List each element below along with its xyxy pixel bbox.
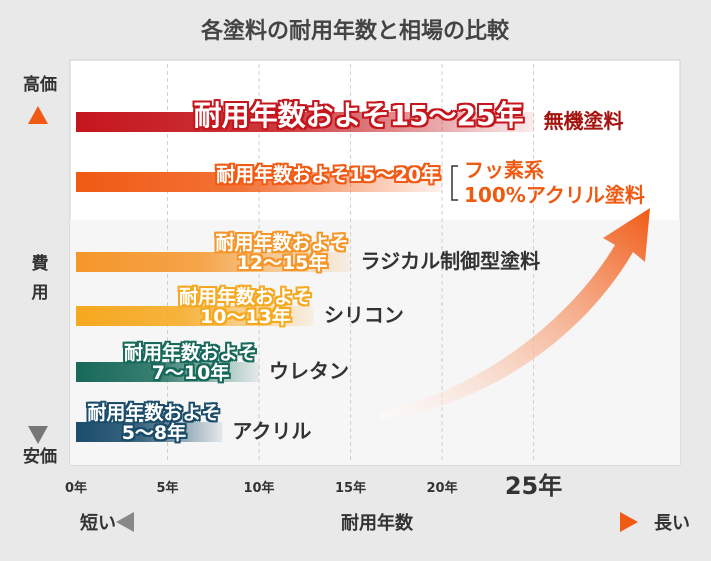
x-tick-label: 10年 (243, 480, 274, 496)
category-label: 無機塗料 (543, 109, 624, 133)
chart-title: 各塗料の耐用年数と相場の比較 (200, 18, 510, 44)
bar (76, 112, 534, 132)
bar (76, 306, 314, 326)
value-label: 耐用年数およそ 10〜13年 (178, 286, 312, 328)
trend-arrow (380, 208, 650, 420)
x-arrow-head (620, 512, 638, 532)
category-label: ウレタン (269, 359, 350, 383)
x-tick-label: 20年 (427, 480, 458, 496)
category-label: フッ素系 100%アクリル塗料 (464, 158, 645, 207)
value-label: 耐用年数およそ 5〜8年 (87, 402, 221, 444)
y-axis-label: 費用 (28, 250, 52, 308)
category-label: ラジカル制御型塗料 (360, 249, 541, 273)
bar (76, 252, 351, 272)
bar (76, 422, 223, 442)
y-axis-bottom: 安価 (23, 446, 57, 467)
value-label: 耐用年数およそ15〜20年 (216, 164, 441, 187)
bar (76, 362, 260, 382)
x-tick-label: 25年 (505, 472, 562, 500)
x-tick-label: 0年 (65, 480, 87, 496)
x-axis-left: 短い (80, 512, 116, 534)
value-label: 耐用年数およそ 7〜10年 (124, 342, 258, 384)
category-label: アクリル (232, 419, 312, 443)
x-arrow-head (116, 512, 134, 532)
x-axis-right: 長い (654, 513, 690, 534)
category-label: シリコン (323, 303, 404, 327)
value-label: 耐用年数およそ15〜25年 (193, 99, 524, 133)
bracket (451, 165, 458, 201)
x-tick-label: 5年 (156, 480, 178, 496)
x-axis-label: 耐用年数 (341, 512, 414, 534)
value-label: 耐用年数およそ 12〜15年 (215, 232, 349, 274)
bar (76, 172, 443, 192)
y-axis-top: 高価 (23, 74, 57, 95)
y-arrow-head (28, 426, 48, 444)
x-tick-label: 15年 (335, 480, 366, 496)
y-arrow-head (28, 106, 48, 124)
